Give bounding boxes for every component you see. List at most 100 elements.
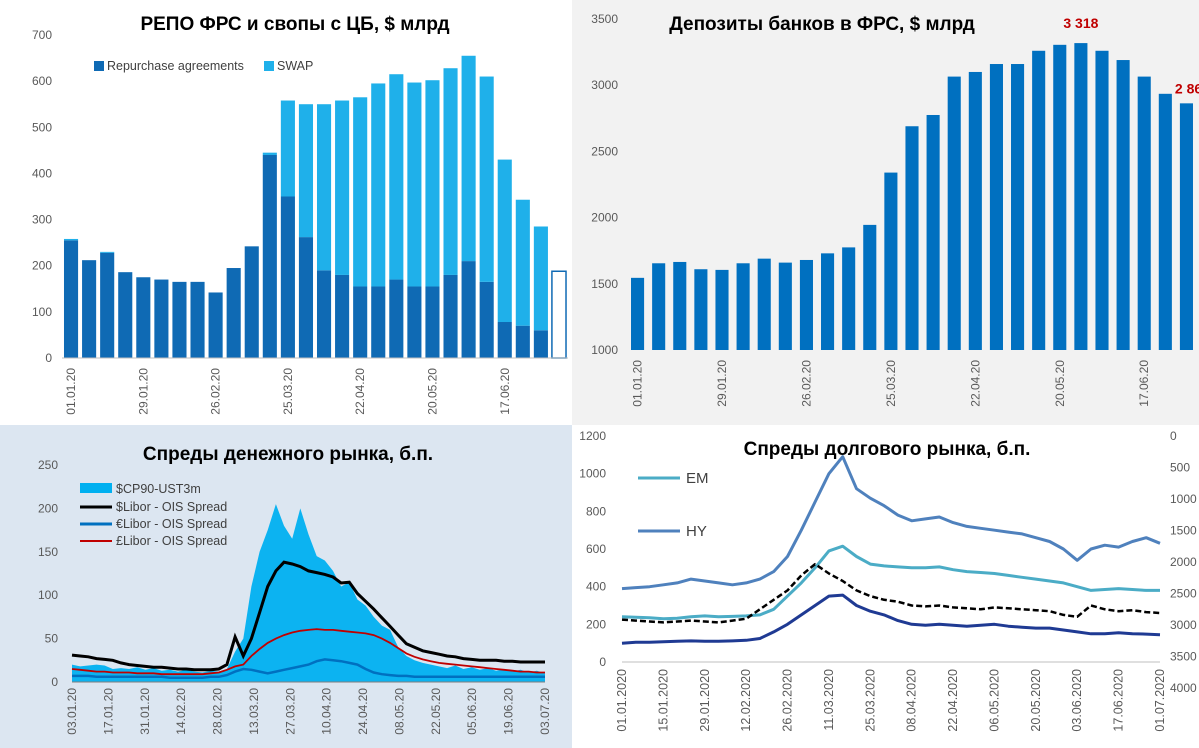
- debt-ytick-label: 1200: [579, 429, 606, 443]
- deposits-xtick-label: 26.02.20: [799, 360, 813, 407]
- deposits-bar: [947, 76, 961, 351]
- repo-chart-panel: РЕПО ФРС и свопы с ЦБ, $ млрд Repurchase…: [0, 0, 572, 425]
- debt-y2tick-label: 500: [1170, 461, 1190, 475]
- deposits-bar: [778, 262, 792, 350]
- legend-label-swap: SWAP: [277, 59, 313, 73]
- deposits-xtick-label: 29.01.20: [715, 360, 729, 407]
- debt-y2tick-label: 0: [1170, 429, 1177, 443]
- cp90-area: [72, 504, 545, 682]
- debt-xtick-label: 06.05.2020: [987, 669, 1001, 732]
- debt-y2tick-label: 3500: [1170, 650, 1197, 664]
- debt-xtick-label: 12.02.2020: [739, 669, 753, 732]
- repo-ytick-label: 300: [32, 213, 52, 227]
- swap-bar: [389, 74, 404, 280]
- repo-chart: РЕПО ФРС и свопы с ЦБ, $ млрд Repurchase…: [32, 14, 568, 415]
- money-ytick-label: 50: [45, 632, 59, 646]
- deposits-bar: [863, 224, 877, 350]
- debt-xtick-label: 29.01.2020: [698, 669, 712, 732]
- deposits-bar: [884, 172, 898, 350]
- swap-bar: [497, 159, 512, 323]
- legend-swatch-swap: [264, 61, 274, 71]
- repo-bar: [515, 325, 530, 358]
- debt-ytick-label: 200: [586, 617, 606, 631]
- money-spreads-chart: Спреды денежного рынка, б.п. 0 50 100 150 20…: [38, 444, 552, 735]
- deposits-data-label: 3 318: [1063, 15, 1098, 31]
- deposits-ytick-label: 2500: [591, 144, 618, 158]
- money-xtick-label: 03.07.20: [538, 688, 552, 735]
- deposits-chart-title: Депозиты банков в ФРС, $ млрд: [669, 14, 975, 35]
- repo-bar: [461, 261, 476, 358]
- repo-bar-outline: [551, 270, 567, 359]
- repo-bar: [533, 330, 548, 358]
- repo-bar: [316, 270, 332, 358]
- repo-chart-title: РЕПО ФРС и свопы с ЦБ, $ млрд: [140, 14, 449, 35]
- repo-bar: [407, 286, 422, 358]
- repo-bar: [208, 292, 223, 358]
- swap-bar: [335, 100, 350, 275]
- deposits-bar: [652, 263, 666, 350]
- repo-xtick-label: 26.02.20: [209, 368, 223, 415]
- repo-bar: [353, 286, 368, 358]
- legend-label-repo: Repurchase agreements: [107, 59, 244, 73]
- money-series-line: [71, 628, 545, 676]
- money-xtick-label: 03.01.20: [65, 688, 79, 735]
- debt-ytick-label: 600: [586, 542, 606, 556]
- legend-label-usd-libor: $Libor - OIS Spread: [116, 500, 227, 514]
- money-xtick-label: 22.05.20: [429, 688, 443, 735]
- repo-xtick-label: 25.03.20: [281, 368, 295, 415]
- money-xtick-label: 13.03.20: [247, 688, 261, 735]
- deposits-bar: [673, 261, 687, 350]
- debt-spreads-chart-panel: Спреды долгового рынка, б.п. 0 200 400 600 8…: [572, 425, 1199, 748]
- debt-xtick-label: 01.07.2020: [1153, 669, 1167, 732]
- deposits-ytick-label: 2000: [591, 211, 618, 225]
- repo-bar: [100, 252, 115, 358]
- swap-bar: [298, 104, 314, 238]
- money-series-line: [72, 658, 545, 679]
- repo-bar: [298, 237, 314, 358]
- deposits-xtick-label: 25.03.20: [884, 360, 898, 407]
- swap-bar: [316, 104, 332, 271]
- swap-bar: [533, 226, 548, 331]
- swap-bar: [461, 55, 476, 262]
- debt-ytick-label: 400: [586, 580, 606, 594]
- debt-xtick-label: 22.04.2020: [946, 669, 960, 732]
- deposits-bar: [715, 269, 729, 350]
- repo-bar: [443, 274, 458, 358]
- deposits-bar: [694, 269, 708, 350]
- debt-series-line: [621, 544, 1160, 621]
- swap-bar: [280, 100, 295, 197]
- money-xtick-label: 27.03.20: [283, 688, 297, 735]
- debt-xtick-label: 11.03.2020: [822, 669, 836, 731]
- money-spreads-chart-panel: Спреды денежного рынка, б.п. 0 50 100 150 20…: [0, 425, 572, 748]
- repo-bar: [63, 240, 79, 358]
- deposits-bar: [1116, 60, 1130, 350]
- swap-bar: [479, 76, 494, 282]
- deposits-bar: [1137, 76, 1151, 351]
- repo-xtick-label: 01.01.20: [64, 368, 78, 415]
- money-series-line: [71, 560, 545, 672]
- money-xtick-label: 24.04.20: [356, 688, 370, 735]
- legend-label-gbp-libor: £Libor - OIS Spread: [116, 534, 227, 548]
- debt-series-line: [621, 455, 1161, 591]
- deposits-ytick-label: 3500: [591, 12, 618, 26]
- debt-xtick-label: 08.04.2020: [905, 669, 919, 732]
- swap-bar: [425, 80, 440, 287]
- money-xtick-label: 05.06.20: [465, 688, 479, 735]
- deposits-ytick-label: 1500: [591, 277, 618, 291]
- repo-xtick-label: 20.05.20: [425, 368, 439, 415]
- repo-bar: [172, 281, 187, 358]
- swap-bar: [262, 152, 277, 155]
- deposits-chart-panel: Депозиты банков в ФРС, $ млрд 1000 1500 20…: [572, 0, 1199, 425]
- debt-xtick-label: 03.06.2020: [1070, 669, 1084, 732]
- deposits-xtick-label: 17.06.20: [1137, 360, 1151, 407]
- deposits-bar: [1158, 93, 1172, 350]
- repo-ytick-label: 200: [32, 259, 52, 273]
- debt-y2tick-label: 2500: [1170, 587, 1197, 601]
- repo-bar: [136, 277, 151, 358]
- money-ytick-label: 150: [38, 545, 58, 559]
- debt-ytick-label: 1000: [579, 467, 606, 481]
- swap-bar: [100, 251, 115, 253]
- money-xtick-label: 10.04.20: [320, 688, 334, 735]
- repo-bar: [371, 286, 386, 358]
- repo-legend: Repurchase agreements SWAP: [94, 59, 313, 73]
